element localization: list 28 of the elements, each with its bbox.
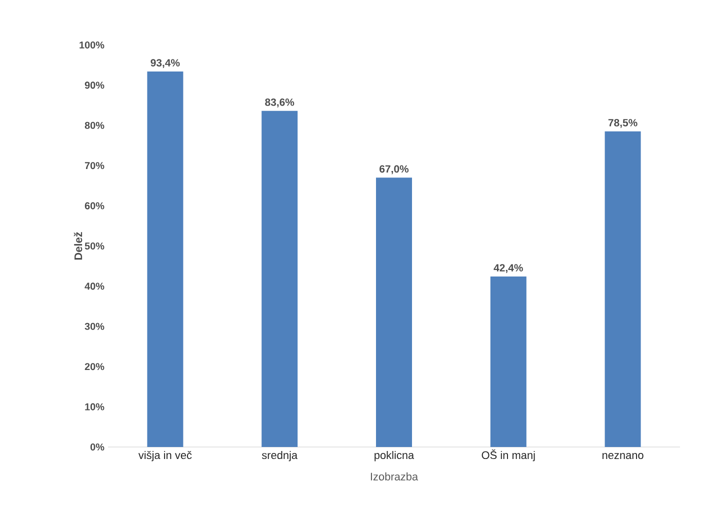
data-label: 93,4%	[150, 59, 180, 68]
bar	[262, 110, 298, 447]
y-tick-label: 80%	[84, 122, 104, 129]
bar	[490, 276, 526, 447]
x-axis-title: Izobrazba	[370, 472, 418, 480]
data-label: 67,0%	[380, 165, 409, 174]
y-tick-label: 40%	[84, 282, 104, 290]
y-tick-label: 20%	[84, 363, 104, 370]
bar	[376, 178, 412, 447]
x-tick-label: srednja	[262, 451, 298, 462]
y-tick-label: 30%	[84, 322, 104, 330]
data-label: 83,6%	[265, 98, 294, 108]
y-tick-label: 10%	[85, 403, 104, 410]
y-tick-label: 50%	[84, 242, 104, 250]
y-tick-label: 100%	[80, 41, 104, 49]
x-tick-label: OŠ in manj	[482, 449, 535, 462]
data-label: 78,5%	[608, 118, 638, 128]
data-label: 42,4%	[494, 264, 523, 274]
y-tick-label: 0%	[90, 443, 104, 451]
y-tick-label: 60%	[84, 202, 104, 210]
x-tick-label: neznano	[602, 453, 644, 460]
x-tick-label: poklicna	[374, 451, 414, 462]
bar	[147, 72, 184, 447]
y-tick-label: 70%	[84, 162, 104, 170]
y-axis-title: Delež	[74, 232, 82, 260]
bar	[604, 131, 641, 447]
x-tick-label: višja in več	[138, 450, 192, 462]
y-tick-label: 90%	[84, 82, 104, 89]
